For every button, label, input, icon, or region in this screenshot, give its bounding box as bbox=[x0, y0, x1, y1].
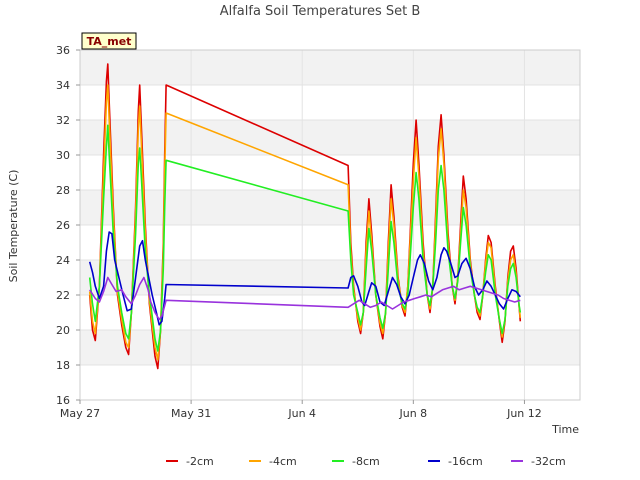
band bbox=[80, 50, 580, 85]
x-tick-label: Jun 8 bbox=[398, 407, 427, 420]
legend-item: -16cm bbox=[428, 455, 483, 468]
y-tick-label: 22 bbox=[56, 289, 70, 302]
badge: TA_met bbox=[81, 32, 137, 50]
y-tick-label: 30 bbox=[56, 149, 70, 162]
y-tick-label: 20 bbox=[56, 324, 70, 337]
legend-label: -8cm bbox=[352, 455, 380, 468]
band bbox=[80, 260, 580, 295]
x-tick-label: May 27 bbox=[60, 407, 100, 420]
chart-title: Alfalfa Soil Temperatures Set B bbox=[220, 4, 421, 19]
x-axis-ticks: May 27 May 31 Jun 4 Jun 8 Jun 12 bbox=[60, 400, 542, 420]
band bbox=[80, 190, 580, 225]
band bbox=[80, 155, 580, 190]
legend-label: -2cm bbox=[186, 455, 214, 468]
y-tick-label: 36 bbox=[56, 44, 70, 57]
legend-item: -8cm bbox=[332, 455, 380, 468]
legend-item: -4cm bbox=[249, 455, 297, 468]
band bbox=[80, 365, 580, 400]
y-tick-label: 34 bbox=[56, 79, 70, 92]
legend-label: -16cm bbox=[448, 455, 483, 468]
band bbox=[80, 120, 580, 155]
legend-label: -4cm bbox=[269, 455, 297, 468]
x-tick-label: Jun 12 bbox=[506, 407, 542, 420]
legend-label: -32cm bbox=[531, 455, 566, 468]
series-lines bbox=[88, 63, 522, 370]
series-line-8cmcm bbox=[88, 124, 522, 352]
y-tick-label: 28 bbox=[56, 184, 70, 197]
y-tick-label: 18 bbox=[56, 359, 70, 372]
legend-item: -32cm bbox=[511, 455, 566, 468]
legend-item: -2cm bbox=[166, 455, 214, 468]
band bbox=[80, 225, 580, 260]
x-tick-label: May 31 bbox=[171, 407, 211, 420]
badge-box bbox=[81, 32, 137, 50]
x-axis-label: Time bbox=[551, 423, 579, 436]
y-tick-label: 26 bbox=[56, 219, 70, 232]
series-line-32cmcm bbox=[89, 276, 521, 321]
y-axis-label: Soil Temperature (C) bbox=[7, 170, 20, 283]
series-line-16cmcm bbox=[88, 231, 521, 326]
band bbox=[80, 85, 580, 120]
y-axis-ticks: 16 18 20 22 24 26 28 30 32 34 36 bbox=[56, 44, 80, 407]
y-tick-label: 24 bbox=[56, 254, 70, 267]
legend: -2cm -4cm -8cm -16cm -32cm bbox=[166, 455, 566, 468]
band bbox=[80, 330, 580, 365]
badge-label: TA_met bbox=[87, 35, 132, 48]
y-tick-label: 32 bbox=[56, 114, 70, 127]
x-tick-label: Jun 4 bbox=[287, 407, 316, 420]
y-tick-label: 16 bbox=[56, 394, 70, 407]
